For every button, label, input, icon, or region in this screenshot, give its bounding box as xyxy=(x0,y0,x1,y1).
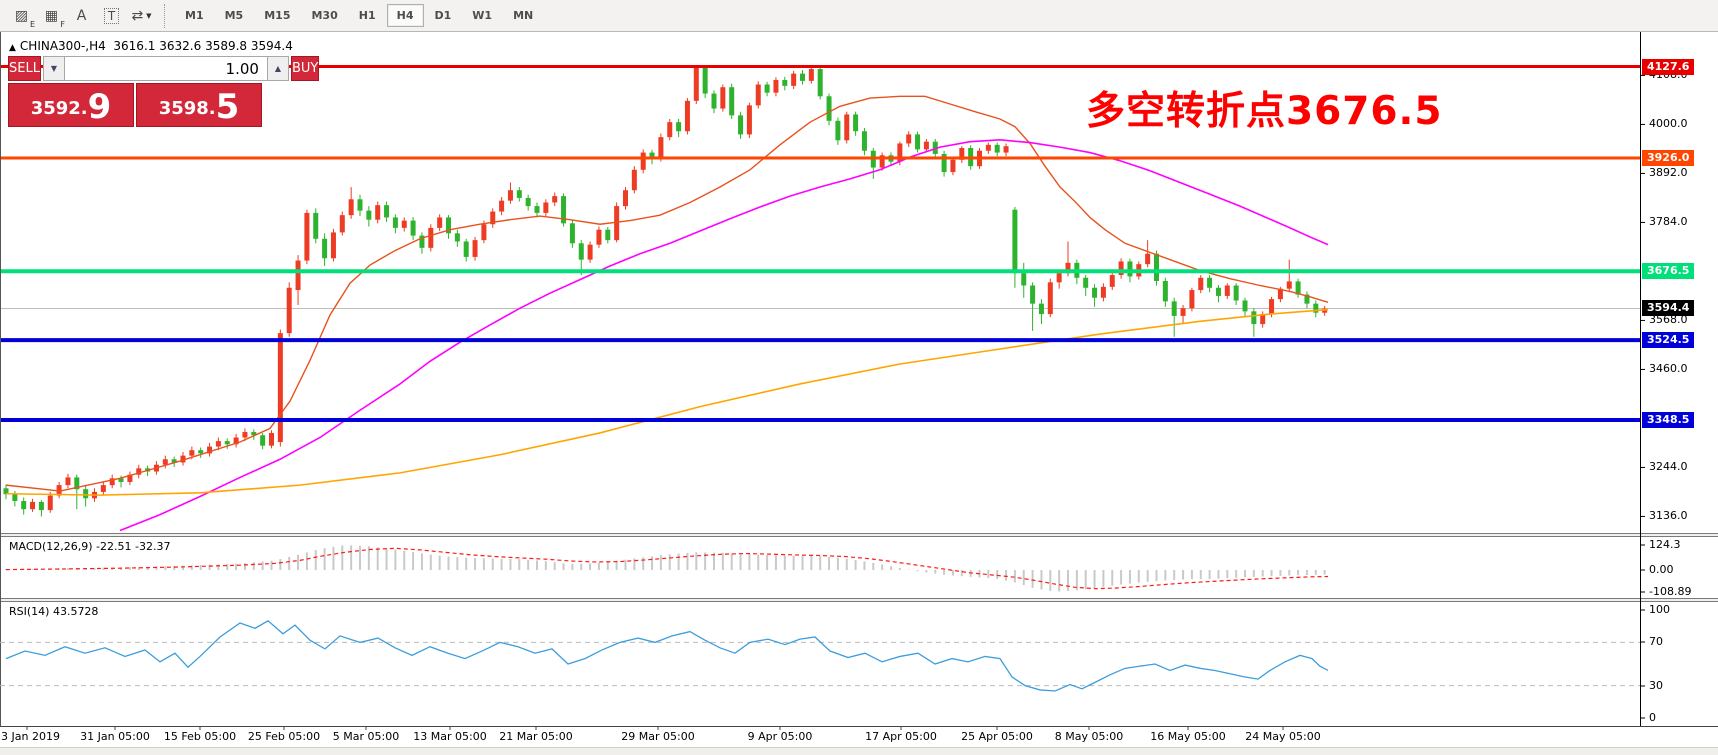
collapse-triangle-icon[interactable]: ▲ xyxy=(9,43,16,53)
buy-price-box[interactable]: 3598. 5 xyxy=(136,83,262,127)
symbol-label: CHINA300-,H4 xyxy=(19,39,106,53)
price-tick-label: 3892.0 xyxy=(1649,166,1688,180)
time-axis-label: 21 Mar 05:00 xyxy=(499,730,573,743)
price-level-badge: 3676.5 xyxy=(1642,263,1695,280)
time-axis-label: 8 May 05:00 xyxy=(1054,730,1124,743)
sell-price-base: 3592 xyxy=(30,98,81,119)
buy-price-frac: 5 xyxy=(215,87,240,127)
timeframe-M30[interactable]: M30 xyxy=(311,9,338,22)
time-axis-label: 15 Feb 05:00 xyxy=(163,730,237,743)
time-axis-label: 24 May 05:00 xyxy=(1245,730,1321,743)
timeframe-group: M1 M5 M15 M30 H1 H4 D1 W1 MN xyxy=(175,4,544,27)
time-axis-label: 5 Mar 05:00 xyxy=(332,730,400,743)
time-axis-label: 25 Apr 05:00 xyxy=(961,730,1033,743)
text-box-icon[interactable]: T xyxy=(98,4,125,28)
time-axis-label: 16 May 05:00 xyxy=(1150,730,1226,743)
price-level-badge: 3524.5 xyxy=(1642,332,1695,349)
time-axis-label: 9 Apr 05:00 xyxy=(747,730,813,743)
ohlc-low: 3589.8 xyxy=(205,39,248,53)
timeframe-H4[interactable]: H4 xyxy=(386,4,424,27)
ohlc-close: 3594.4 xyxy=(250,39,293,53)
window-bottom-edge xyxy=(0,747,1718,755)
time-axis-label: 31 Jan 05:00 xyxy=(80,730,150,743)
sell-price-box[interactable]: 3592. 9 xyxy=(8,83,134,127)
one-click-trade-panel: SELL ▼ ▲ BUY 3592.9 3598.5 xyxy=(8,56,320,127)
indicator-tick-label: 124.3 xyxy=(1649,538,1681,551)
time-axis-label: 17 Apr 05:00 xyxy=(865,730,937,743)
indicator-tick-label: 30 xyxy=(1649,679,1663,692)
buy-price-dot: . xyxy=(208,98,216,119)
chart-header: ▲ CHINA300-,H4 3616.1 3632.6 3589.8 3594.… xyxy=(9,39,293,53)
grid-icon[interactable]: ▦ F xyxy=(44,7,65,29)
sell-price-dot: . xyxy=(80,98,88,119)
buy-price-base: 3598 xyxy=(158,98,209,119)
rsi-label: RSI(14) 43.5728 xyxy=(9,605,99,618)
price-tick-label: 3460.0 xyxy=(1649,362,1688,376)
volume-spinner: ▼ ▲ xyxy=(42,56,289,81)
timeframe-M5[interactable]: M5 xyxy=(224,9,244,22)
time-axis-label: 29 Mar 05:00 xyxy=(621,730,695,743)
indicator-tick-label: 70 xyxy=(1649,635,1663,648)
timeframe-D1[interactable]: D1 xyxy=(434,9,452,22)
timeframe-H1[interactable]: H1 xyxy=(358,9,376,22)
time-axis-label: 13 Mar 05:00 xyxy=(413,730,487,743)
ohlc-high: 3632.6 xyxy=(159,39,202,53)
timeframe-M15[interactable]: M15 xyxy=(264,9,291,22)
text-label-icon[interactable]: A xyxy=(76,7,87,24)
timeframe-W1[interactable]: W1 xyxy=(472,9,493,22)
sell-button[interactable]: SELL xyxy=(8,56,41,81)
timeframe-M1[interactable]: M1 xyxy=(185,9,204,22)
sell-price-frac: 9 xyxy=(87,87,112,127)
price-level-badge: 4127.6 xyxy=(1642,58,1695,75)
price-level-badge: 3926.0 xyxy=(1642,150,1695,166)
price-tick-label: 3568.0 xyxy=(1649,313,1688,327)
ohlc-open: 3616.1 xyxy=(113,39,156,53)
buy-button[interactable]: BUY xyxy=(290,56,320,81)
macd-label: MACD(12,26,9) -22.51 -32.37 xyxy=(9,540,171,553)
price-tick-label: 4000.0 xyxy=(1649,117,1688,131)
price-tick-label: 3244.0 xyxy=(1649,460,1688,474)
volume-increase-button[interactable]: ▲ xyxy=(266,56,289,81)
price-level-badge: 3594.4 xyxy=(1642,300,1695,317)
volume-input[interactable] xyxy=(64,56,267,81)
drawing-tool-group: ▨ E ▦ F A T ⇄ ▼ xyxy=(8,4,158,29)
indicator-tick-label: 0.00 xyxy=(1649,563,1674,576)
timeframe-MN[interactable]: MN xyxy=(513,9,534,22)
price-tick-label: 3784.0 xyxy=(1649,215,1688,229)
indicator-tick-label: 100 xyxy=(1649,603,1670,616)
toolbar: ▨ E ▦ F A T ⇄ ▼ M1 M5 M15 M30 H1 H4 D1 W1 MN xyxy=(0,0,1718,32)
time-axis-label: 23 Jan 2019 xyxy=(0,730,60,743)
objects-arrows-icon[interactable]: ⇄ ▼ xyxy=(131,7,152,24)
indicator-tick-label: 0 xyxy=(1649,711,1656,724)
indicator-list-icon[interactable]: ▨ E xyxy=(14,7,35,29)
price-level-badge: 3348.5 xyxy=(1642,412,1695,429)
chart-annotation: 多空转折点3676.5 xyxy=(1086,89,1443,134)
price-tick-label: 3136.0 xyxy=(1649,509,1688,523)
volume-decrease-button[interactable]: ▼ xyxy=(42,56,65,81)
indicator-tick-label: -108.89 xyxy=(1649,585,1692,598)
time-axis-label: 25 Feb 05:00 xyxy=(247,730,321,743)
toolbar-separator xyxy=(164,3,166,28)
